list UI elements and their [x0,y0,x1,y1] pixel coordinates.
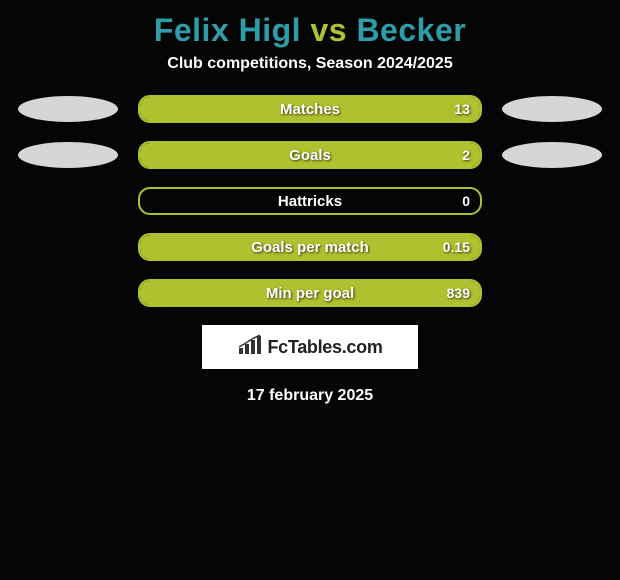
stat-bar-fill [140,97,480,121]
stat-row: Matches13 [0,95,620,123]
logo-box[interactable]: FcTables.com [202,325,418,369]
stat-bar: Matches13 [138,95,482,123]
player1-marker [18,96,118,122]
stat-row: Goals2 [0,141,620,169]
stat-bar: Goals2 [138,141,482,169]
comparison-card: Felix Higl vs Becker Club competitions, … [0,0,620,405]
date-label: 17 february 2025 [0,369,620,405]
stat-bar: Hattricks0 [138,187,482,215]
stat-bar-fill [140,281,480,305]
stats-bars: Matches13 Goals2 Hattricks0 Goals per match… [0,95,620,307]
stat-bar: Min per goal839 [138,279,482,307]
bar-chart-icon [237,334,263,361]
stat-bar-fill [140,235,480,259]
vs-label: vs [310,12,347,48]
player2-name: Becker [356,12,466,48]
stat-bar: Goals per match0.15 [138,233,482,261]
stat-label: Hattricks [140,189,480,213]
stat-row: Min per goal839 [0,279,620,307]
stat-value: 0 [462,189,470,213]
subtitle: Club competitions, Season 2024/2025 [0,55,620,95]
stat-row: Hattricks0 [0,187,620,215]
player2-marker [502,96,602,122]
stat-row: Goals per match0.15 [0,233,620,261]
page-title: Felix Higl vs Becker [0,8,620,55]
player1-marker [18,142,118,168]
logo-text: FcTables.com [267,337,382,358]
player2-marker [502,142,602,168]
player1-name: Felix Higl [154,12,301,48]
stat-bar-fill [140,143,480,167]
